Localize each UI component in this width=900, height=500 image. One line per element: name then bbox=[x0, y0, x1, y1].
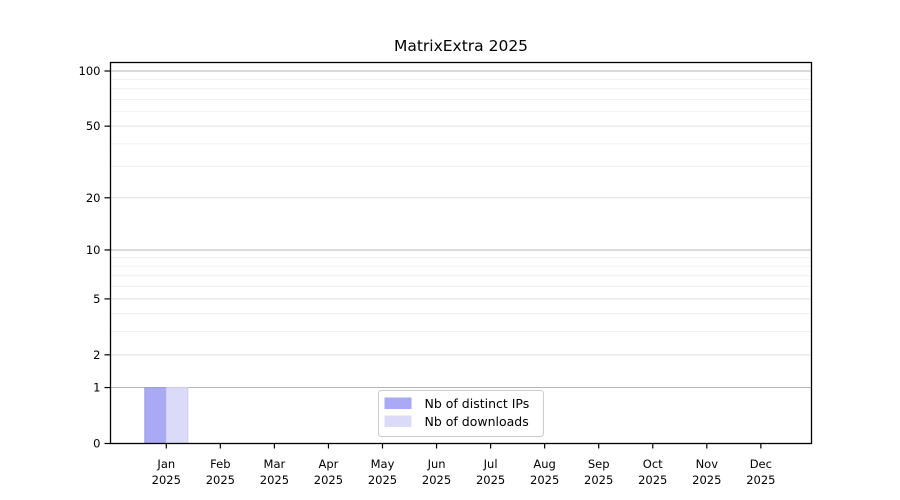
x-tick-label-aug: Aug 2025 bbox=[530, 457, 559, 487]
chart-title: MatrixExtra 2025 bbox=[394, 37, 528, 55]
y-tick-label-5: 5 bbox=[93, 292, 100, 306]
x-tick-label-month: Apr bbox=[318, 457, 338, 471]
x-tick-label-month: Feb bbox=[210, 457, 230, 471]
x-tick-label-year: 2025 bbox=[638, 473, 667, 487]
x-tick-label-jun: Jun 2025 bbox=[422, 457, 451, 487]
x-tick-label-year: 2025 bbox=[260, 473, 289, 487]
x-tick-label-feb: Feb 2025 bbox=[206, 457, 235, 487]
y-tick-label-10: 10 bbox=[86, 243, 101, 257]
x-tick-label-year: 2025 bbox=[368, 473, 397, 487]
x-tick-label-sep: Sep 2025 bbox=[584, 457, 613, 487]
gridlines-layer bbox=[110, 70, 812, 389]
x-tick-label-month: Jan bbox=[156, 457, 175, 471]
x-tick-label-jan: Jan 2025 bbox=[152, 457, 181, 487]
legend-swatch-nb-of-distinct-ips bbox=[384, 397, 412, 409]
x-tick-label-month: Aug bbox=[533, 457, 555, 471]
y-tick-label-2: 2 bbox=[93, 348, 100, 362]
x-tick-label-nov: Nov 2025 bbox=[692, 457, 721, 487]
x-tick-label-month: Jul bbox=[483, 457, 498, 471]
x-tick-label-month: Sep bbox=[588, 457, 610, 471]
x-tick-label-year: 2025 bbox=[692, 473, 721, 487]
x-tick-label-year: 2025 bbox=[314, 473, 343, 487]
tick-labels-layer: 0 1 2 5 10 20 50 100 Jan 2025 Feb 2025 Mar 2025 Apr 202… bbox=[79, 64, 776, 487]
x-tick-label-may: May 2025 bbox=[368, 457, 397, 487]
x-tick-label-dec: Dec 2025 bbox=[746, 457, 775, 487]
x-tick-label-month: May bbox=[371, 457, 395, 471]
x-tick-label-month: Oct bbox=[643, 457, 663, 471]
x-tick-label-month: Dec bbox=[750, 457, 772, 471]
plot-frame bbox=[109, 61, 813, 445]
y-tick-label-100: 100 bbox=[79, 64, 101, 78]
legend: Nb of distinct IPs Nb of downloads bbox=[378, 390, 544, 437]
y-tick-label-20: 20 bbox=[86, 191, 101, 205]
x-tick-label-oct: Oct 2025 bbox=[638, 457, 667, 487]
x-tick-label-month: Mar bbox=[264, 457, 286, 471]
x-tick-label-year: 2025 bbox=[152, 473, 181, 487]
bars-layer bbox=[144, 387, 189, 445]
x-tick-label-jul: Jul 2025 bbox=[476, 457, 505, 487]
x-tick-label-month: Nov bbox=[696, 457, 719, 471]
legend-label-nb-of-distinct-ips: Nb of distinct IPs bbox=[425, 396, 530, 411]
y-tick-label-50: 50 bbox=[86, 119, 101, 133]
x-tick-label-year: 2025 bbox=[422, 473, 451, 487]
x-tick-label-month: Jun bbox=[427, 457, 446, 471]
x-tick-label-apr: Apr 2025 bbox=[314, 457, 343, 487]
x-tick-label-year: 2025 bbox=[584, 473, 613, 487]
legend-box bbox=[378, 390, 544, 437]
x-tick-label-mar: Mar 2025 bbox=[260, 457, 289, 487]
bar-nb-of-downloads-jan-2025 bbox=[165, 387, 189, 445]
x-tick-label-year: 2025 bbox=[476, 473, 505, 487]
legend-label-nb-of-downloads: Nb of downloads bbox=[425, 414, 529, 429]
x-tick-label-year: 2025 bbox=[206, 473, 235, 487]
y-tick-label-0: 0 bbox=[93, 437, 100, 451]
legend-swatch-nb-of-downloads bbox=[384, 415, 412, 427]
bar-nb-of-distinct-ips-jan-2025 bbox=[144, 387, 167, 445]
x-tick-label-year: 2025 bbox=[530, 473, 559, 487]
y-tick-label-1: 1 bbox=[93, 381, 100, 395]
x-tick-label-year: 2025 bbox=[746, 473, 775, 487]
axes-layer bbox=[104, 61, 813, 449]
